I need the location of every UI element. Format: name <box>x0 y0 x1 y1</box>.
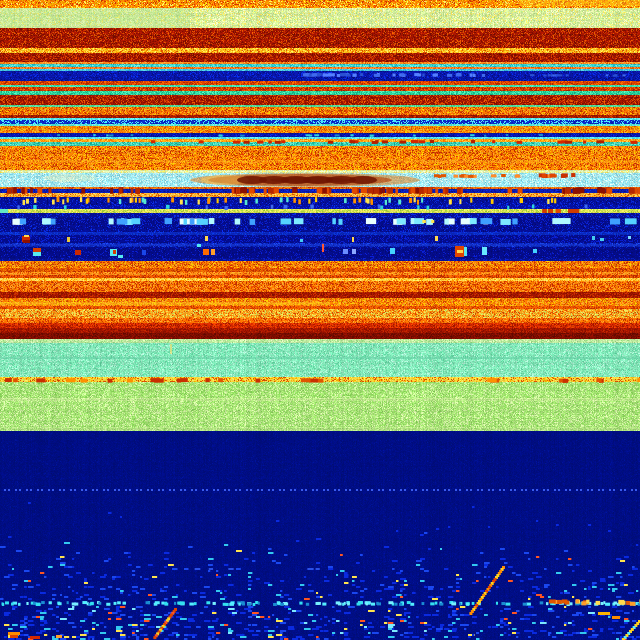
spectrogram-canvas <box>0 0 640 640</box>
spectrogram <box>0 0 640 640</box>
